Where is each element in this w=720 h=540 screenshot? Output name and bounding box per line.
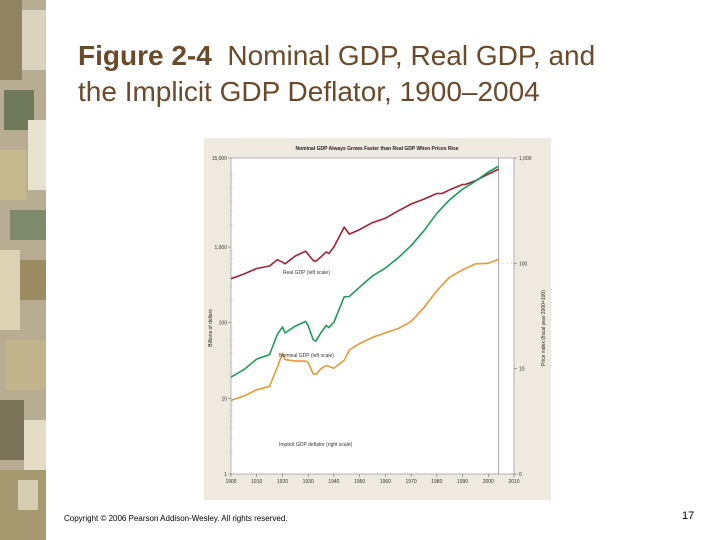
gdp-chart: Nominal GDP Always Grows Faster than Rea… [208,146,547,485]
decorative-pattern [0,0,46,540]
left-tick-label: 15,000 [212,156,228,162]
x-tick-label: 1900 [225,479,236,485]
right-tick-label: 100 [519,261,528,267]
nominal-gdp-annotation: Nominal GDP (left scale) [279,353,334,359]
right-axis-label: Price index (fiscal year 2000=100) [541,290,547,366]
title-line-1: Figure 2-4 Nominal GDP, Real GDP, and [78,38,698,74]
x-tick-label: 1990 [457,479,468,485]
left-tick-label: 10 [221,396,227,402]
x-tick-label: 1960 [380,479,391,485]
left-axis-label: Billions of dollars [208,309,214,347]
page-number: 17 [682,510,695,522]
right-tick-label: 1,000 [519,156,532,162]
decorative-left-strip [0,0,46,540]
plot-area [230,157,515,475]
right-tick-label: 10 [519,367,525,373]
title-line-2: the Implicit GDP Deflator, 1900–2004 [78,76,540,107]
left-tick-label: 100 [219,321,228,327]
x-tick-label: 1930 [303,479,314,485]
nominal-gdp-line [230,165,499,378]
right-tick-label: 0 [519,472,522,478]
left-tick-label: 1 [224,472,227,478]
left-tick-label: 1,000 [214,245,227,251]
deflator-annotation: Implicit GDP deflator (right scale) [279,442,353,448]
x-tick-label: 2010 [508,479,519,485]
title-figure-number: Figure 2-4 [78,40,212,71]
slide-title: Figure 2-4 Nominal GDP, Real GDP, and th… [78,38,698,110]
chart-title: Nominal GDP Always Grows Faster than Rea… [295,146,458,152]
real-gdp-annotation: Real GDP (left scale) [283,270,330,276]
chart-panel: Nominal GDP Always Grows Faster than Rea… [204,138,551,500]
x-tick-label: 1970 [406,479,417,485]
deflator-line [230,258,499,402]
title-text: Nominal GDP, Real GDP, and [211,40,596,71]
x-tick-label: 2000 [483,479,494,485]
real-gdp-line [230,168,499,280]
x-tick-label: 1950 [354,479,365,485]
x-tick-label: 1940 [328,479,339,485]
x-tick-label: 1980 [431,479,442,485]
x-tick-label: 1910 [251,479,262,485]
x-tick-label: 1920 [277,479,288,485]
copyright-notice: Copyright © 2006 Pearson Addison-Wesley.… [64,514,288,523]
